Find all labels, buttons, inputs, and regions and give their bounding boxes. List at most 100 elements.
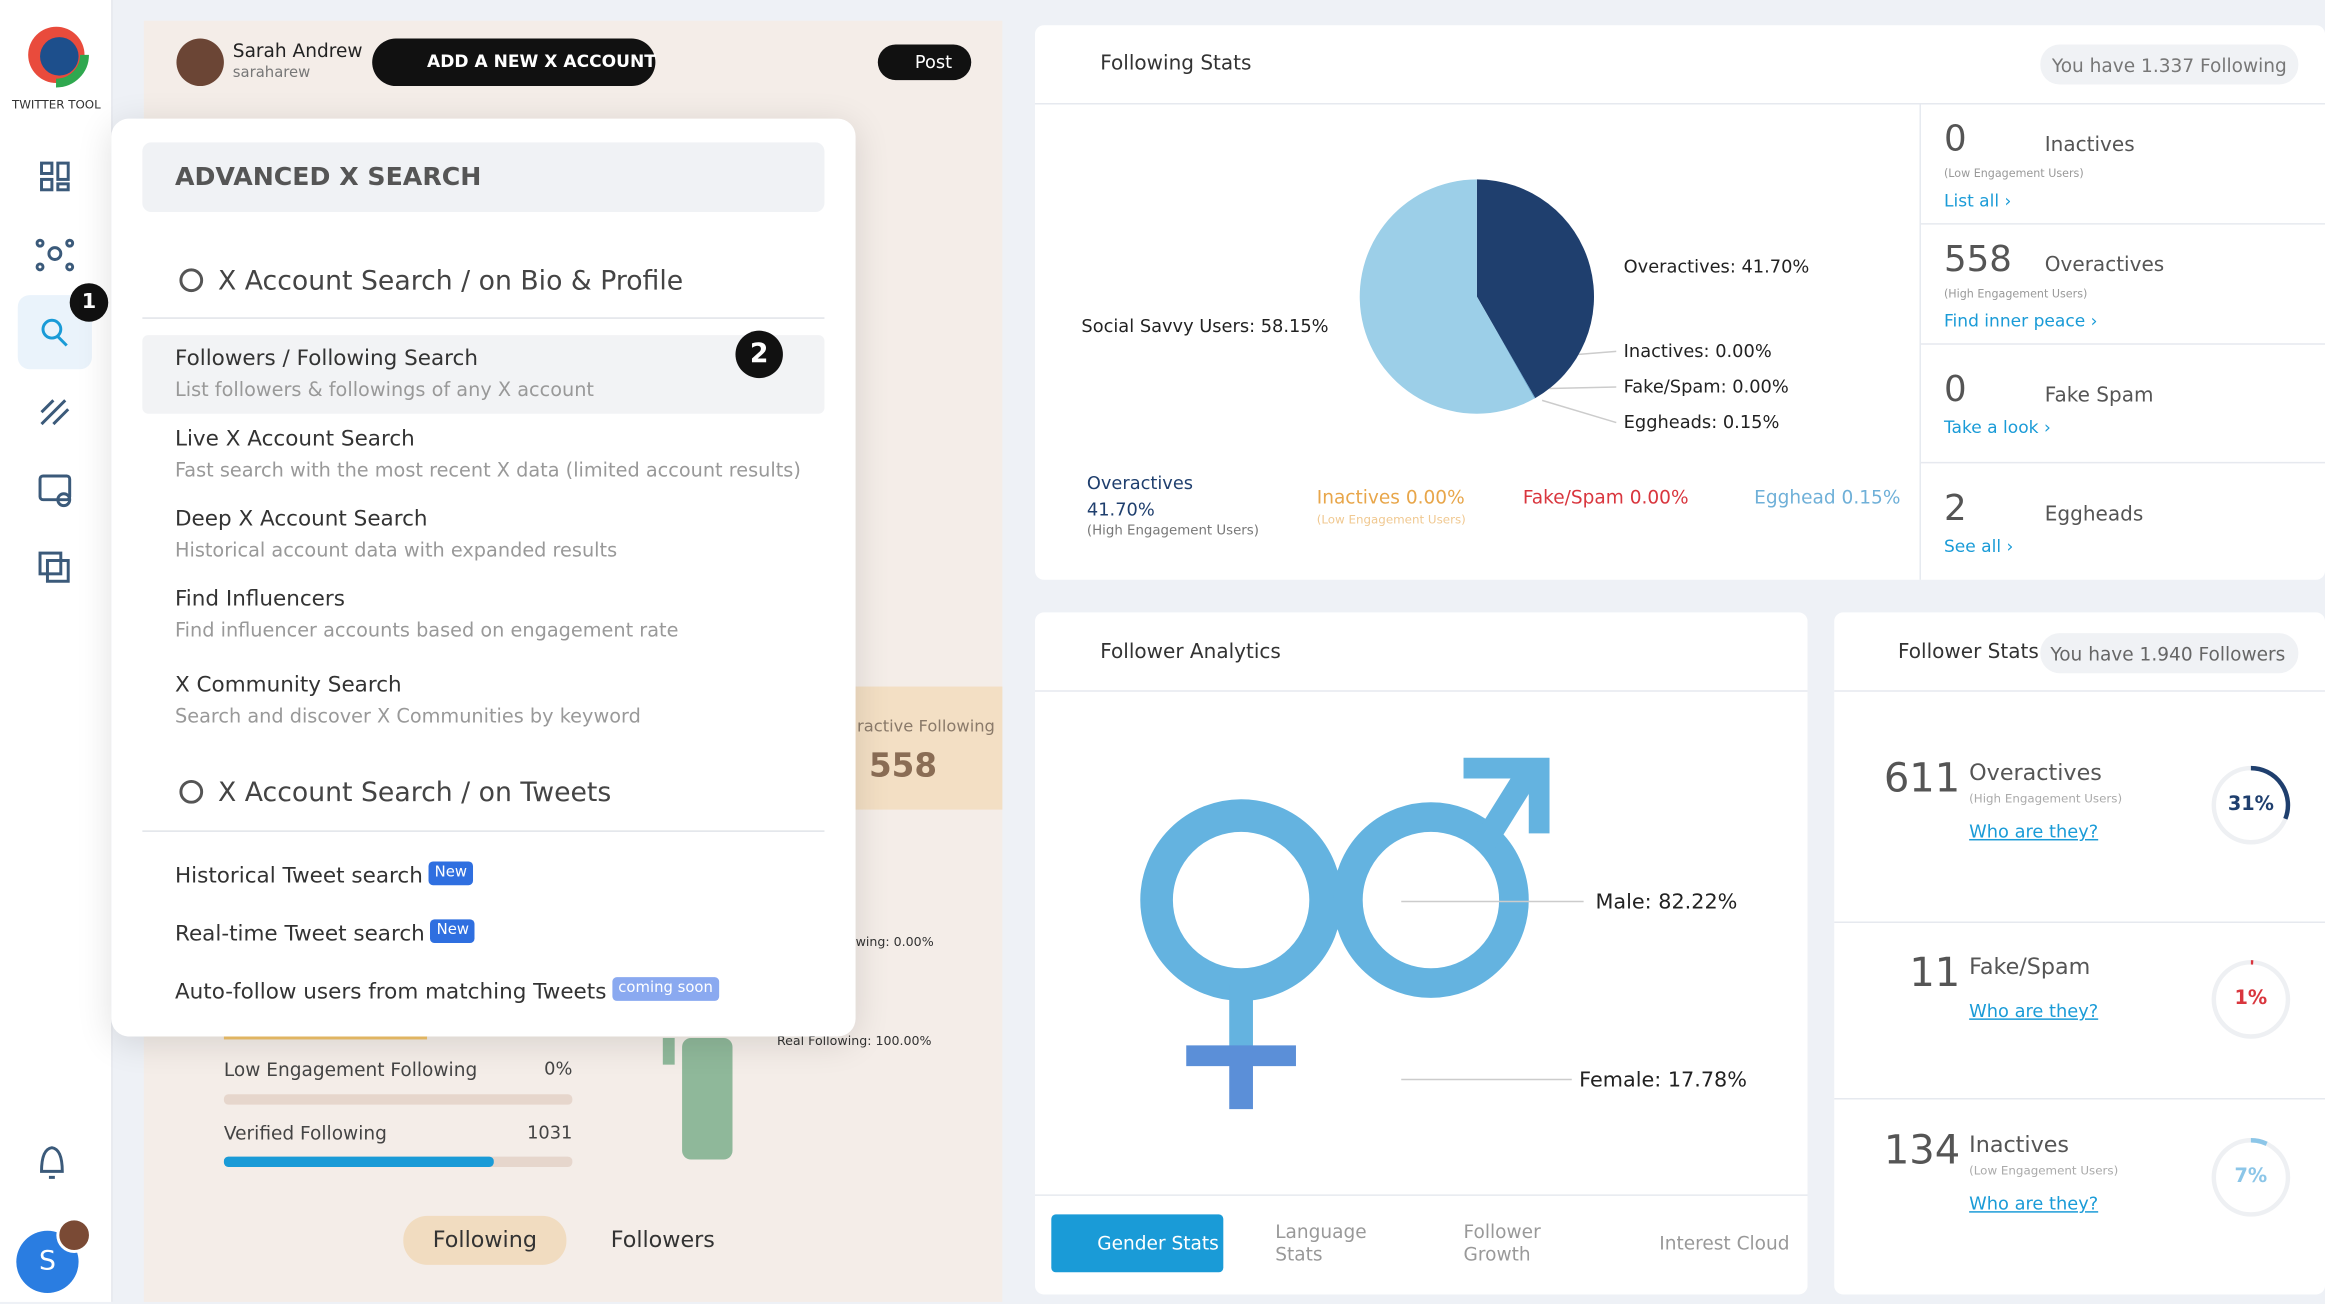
- card-link[interactable]: Take a look ›: [1943, 416, 2051, 438]
- divider: [142, 317, 825, 319]
- legend: Inactives 0.00%: [1316, 485, 1465, 508]
- badge: [69, 283, 109, 322]
- pill-text: You have 1.940 Followers: [2050, 642, 2286, 666]
- section-heading: X Account Search / on Tweets: [217, 777, 612, 809]
- legend: Egghead 0.15%: [1754, 485, 1901, 508]
- legend: Fake/Spam 0.00%: [1522, 485, 1689, 508]
- tab[interactable]: Follower Growth: [1463, 1220, 1541, 1265]
- badge: 1: [81, 290, 97, 314]
- card-value: 558: [1943, 238, 2012, 280]
- user-handle: saraharew: [232, 65, 311, 82]
- bar-value: 1031: [527, 1122, 573, 1143]
- nav-icons[interactable]: [35, 161, 75, 1179]
- hover-row[interactable]: [142, 335, 825, 414]
- card-link[interactable]: Find inner peace ›: [1943, 310, 2098, 331]
- menu-item-subtitle: Historical account data with expanded re…: [174, 540, 618, 563]
- pill: [2040, 633, 2299, 674]
- percent: 31%: [2227, 793, 2274, 816]
- percent: 1%: [2234, 987, 2268, 1011]
- dividers: [1034, 103, 2325, 1196]
- tab[interactable]: Gender Stats: [1097, 1231, 1219, 1254]
- card-link[interactable]: List all ›: [1943, 189, 2012, 211]
- menu-item-subtitle: Fast search with the most recent X data …: [174, 459, 801, 483]
- link[interactable]: Who are they?: [1969, 1193, 2099, 1215]
- menu-item-subtitle: List followers & followings of any X acc…: [174, 379, 595, 403]
- gender-symbol: [1140, 757, 1550, 1110]
- label: ractive Following: [857, 716, 995, 737]
- add-account-button[interactable]: [372, 38, 656, 87]
- bar-track: [223, 1094, 573, 1105]
- brand: TWITTER TOOL: [11, 98, 101, 112]
- menu-item[interactable]: Auto-follow users from matching Tweets: [174, 980, 607, 1005]
- pill: [2040, 44, 2299, 85]
- add-button[interactable]: ADD A NEW X ACCOUNT: [427, 50, 656, 72]
- pie-label: Fake/Spam: 0.00%: [1623, 376, 1789, 398]
- value: 558: [868, 748, 938, 786]
- bar-value: 0%: [544, 1058, 573, 1080]
- post-button[interactable]: Post: [914, 51, 953, 73]
- link[interactable]: Who are they?: [1969, 821, 2099, 842]
- ring-arc: [2250, 1138, 2268, 1146]
- post-button[interactable]: [877, 44, 972, 81]
- icon: [179, 268, 204, 293]
- card-label: Overactives: [2044, 253, 2165, 278]
- pie-slice: [1476, 296, 1536, 399]
- pie-label: Social Savvy Users: 58.15%: [1081, 315, 1329, 337]
- menu-item[interactable]: Real-time Tweet search: [174, 922, 425, 947]
- count: 611: [1883, 755, 1961, 802]
- link[interactable]: Who are they?: [1969, 1000, 2099, 1022]
- card-value: 0: [1943, 118, 1967, 160]
- tab-active[interactable]: [1051, 1214, 1224, 1273]
- tag: New: [430, 919, 475, 944]
- sub: (High Engagement Users): [1969, 792, 2123, 806]
- count: 134: [1883, 1128, 1961, 1175]
- label: Fake/Spam: [1969, 953, 2091, 981]
- user-name: Sarah Andrew: [232, 39, 363, 62]
- stat: Real Following: 100.00%: [776, 1034, 932, 1050]
- gender-label: Female: 17.78%: [1579, 1068, 1747, 1093]
- legend-sub: (High Engagement Users): [1086, 524, 1259, 540]
- tab[interactable]: Interest Cloud: [1659, 1231, 1790, 1254]
- tag: New: [428, 861, 473, 886]
- card-link[interactable]: See all ›: [1943, 535, 2014, 557]
- card-sub: (Low Engagement Users): [1943, 166, 2084, 181]
- tab[interactable]: Followers: [610, 1226, 715, 1253]
- menu-item[interactable]: Historical Tweet search: [174, 864, 423, 889]
- count: 11: [1909, 950, 1961, 997]
- follower-stats-card: [1834, 612, 2325, 1295]
- tab[interactable]: Following: [432, 1226, 537, 1253]
- section-heading: X Account Search / on Bio & Profile: [217, 265, 684, 297]
- icon: [179, 779, 204, 804]
- tab-active[interactable]: [403, 1215, 567, 1265]
- card-value: 2: [1943, 487, 1967, 529]
- percent: 7%: [2234, 1165, 2268, 1189]
- card-sub: (High Engagement Users): [1943, 286, 2088, 301]
- menu-item[interactable]: Deep X Account Search: [174, 507, 428, 532]
- menu-item[interactable]: Find Influencers: [174, 587, 345, 612]
- legend-sub: (Low Engagement Users): [1316, 513, 1466, 527]
- card-title: Following Stats: [1100, 51, 1252, 76]
- pie-label: Inactives: 0.00%: [1623, 340, 1772, 362]
- legend: Overactives: [1086, 472, 1194, 494]
- badge: [735, 330, 783, 379]
- person-figure: [662, 1037, 733, 1160]
- menu-item[interactable]: X Community Search: [174, 673, 402, 698]
- card-label: Inactives: [2044, 133, 2135, 158]
- card-value: 0: [1943, 368, 1967, 411]
- menu-item[interactable]: Followers / Following Search: [174, 347, 478, 372]
- card-label: Fake Spam: [2044, 383, 2154, 408]
- logo: [23, 22, 89, 88]
- bar-label: Low Engagement Following: [223, 1057, 478, 1081]
- stat: wing: 0.00%: [855, 935, 934, 951]
- ring-arc: [2250, 765, 2291, 820]
- gender-label: Male: 82.22%: [1595, 890, 1738, 915]
- sub: (Low Engagement Users): [1969, 1164, 2119, 1178]
- menu-item[interactable]: Live X Account Search: [174, 427, 415, 452]
- menu-header: [142, 142, 825, 213]
- tab[interactable]: Language Stats: [1275, 1220, 1367, 1265]
- pie-label: Eggheads: 0.15%: [1623, 411, 1780, 433]
- label: Inactives: [1969, 1131, 2070, 1159]
- divider: [142, 830, 825, 832]
